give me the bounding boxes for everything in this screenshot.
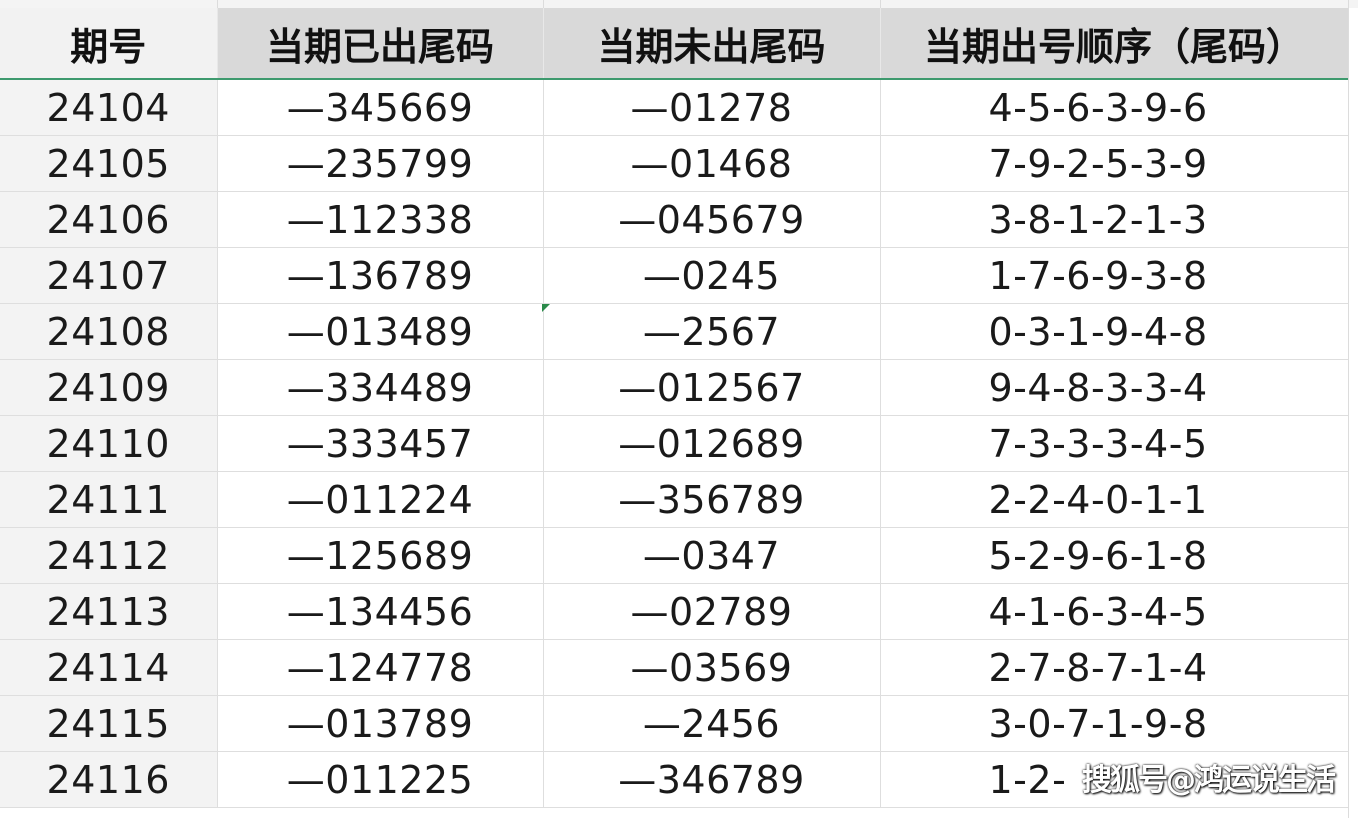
header-period[interactable]: 期号 (0, 8, 218, 79)
cell-drawn-tails[interactable]: —011225 (217, 751, 544, 808)
header-drawn-tails[interactable]: 当期已出尾码 (217, 8, 544, 79)
cell-draw-order[interactable]: 0-3-1-9-4-8 (880, 303, 1349, 360)
cell-drawn-tails[interactable]: —235799 (217, 135, 544, 192)
table-row: 24109 —334489 —012567 9-4-8-3-3-4 (0, 359, 1349, 416)
cell-period[interactable]: 24108 (0, 303, 218, 360)
cell-drawn-tails[interactable]: —112338 (217, 191, 544, 248)
cell-draw-order[interactable]: 3-0-7-1-9-8 (880, 695, 1349, 752)
cell-drawn-tails[interactable]: —333457 (217, 415, 544, 472)
table-row: 24113 —134456 —02789 4-1-6-3-4-5 (0, 583, 1349, 640)
cell-period[interactable]: 24109 (0, 359, 218, 416)
cell-undrawn-tails[interactable]: —01468 (543, 135, 881, 192)
cell-draw-order[interactable]: 4-1-6-3-4-5 (880, 583, 1349, 640)
cell-undrawn-tails[interactable]: —0347 (543, 527, 881, 584)
cell-undrawn-tails[interactable]: —012567 (543, 359, 881, 416)
table-row: 24107 —136789 —0245 1-7-6-9-3-8 (0, 247, 1349, 304)
cell-draw-order[interactable]: 9-4-8-3-3-4 (880, 359, 1349, 416)
cell-period[interactable]: 24110 (0, 415, 218, 472)
table-row: 24116 —011225 —346789 1-2- (0, 751, 1349, 808)
table-row: 24115 —013789 —2456 3-0-7-1-9-8 (0, 695, 1349, 752)
cell-period[interactable]: 24113 (0, 583, 218, 640)
cell-period[interactable]: 24106 (0, 191, 218, 248)
header-undrawn-tails[interactable]: 当期未出尾码 (543, 8, 881, 79)
cell-undrawn-tails[interactable]: —356789 (543, 471, 881, 528)
cell-draw-order[interactable]: 1-2- (880, 751, 1349, 808)
cell-period[interactable]: 24105 (0, 135, 218, 192)
cell-draw-order[interactable]: 5-2-9-6-1-8 (880, 527, 1349, 584)
table-row: 24105 —235799 —01468 7-9-2-5-3-9 (0, 135, 1349, 192)
cell-period[interactable]: 24116 (0, 751, 218, 808)
cell-drawn-tails[interactable]: —011224 (217, 471, 544, 528)
cell-draw-order[interactable]: 1-7-6-9-3-8 (880, 247, 1349, 304)
cell-draw-order[interactable]: 7-3-3-3-4-5 (880, 415, 1349, 472)
cell-drawn-tails[interactable]: —013489 (217, 303, 544, 360)
cell-draw-order[interactable]: 3-8-1-2-1-3 (880, 191, 1349, 248)
cell-draw-order[interactable]: 4-5-6-3-9-6 (880, 79, 1349, 136)
cell-drawn-tails[interactable]: —013789 (217, 695, 544, 752)
watermark: 搜狐号@鸿运说生活 (1082, 763, 1336, 798)
cell-undrawn-tails[interactable]: —03569 (543, 639, 881, 696)
cell-period[interactable]: 24112 (0, 527, 218, 584)
next-column-edge (1348, 8, 1358, 818)
cell-undrawn-tails[interactable]: —02789 (543, 583, 881, 640)
header-draw-order[interactable]: 当期出号顺序（尾码） (880, 8, 1349, 79)
table-row: 24114 —124778 —03569 2-7-8-7-1-4 (0, 639, 1349, 696)
cell-drawn-tails[interactable]: —124778 (217, 639, 544, 696)
cell-drawn-tails[interactable]: —136789 (217, 247, 544, 304)
table-row: 24111 —011224 —356789 2-2-4-0-1-1 (0, 471, 1349, 528)
cell-undrawn-tails[interactable]: —346789 (543, 751, 881, 808)
table-row: 24112 —125689 —0347 5-2-9-6-1-8 (0, 527, 1349, 584)
table-row: 24104 —345669 —01278 4-5-6-3-9-6 (0, 79, 1349, 136)
table-row: 24106 —112338 —045679 3-8-1-2-1-3 (0, 191, 1349, 248)
lottery-table: 期号 当期已出尾码 当期未出尾码 当期出号顺序（尾码） 24104 —345669… (0, 8, 1349, 808)
cell-draw-order[interactable]: 7-9-2-5-3-9 (880, 135, 1349, 192)
cell-drawn-tails[interactable]: —125689 (217, 527, 544, 584)
cell-draw-order[interactable]: 2-2-4-0-1-1 (880, 471, 1349, 528)
cell-undrawn-tails[interactable]: —012689 (543, 415, 881, 472)
cell-period[interactable]: 24111 (0, 471, 218, 528)
cell-drawn-tails[interactable]: —345669 (217, 79, 544, 136)
table-row: 24110 —333457 —012689 7-3-3-3-4-5 (0, 415, 1349, 472)
cell-undrawn-tails[interactable]: —0245 (543, 247, 881, 304)
table-row: 24108 —013489 —2567 0-3-1-9-4-8 (0, 303, 1349, 360)
cell-comment-marker (542, 304, 550, 312)
cell-period[interactable]: 24115 (0, 695, 218, 752)
header-row: 期号 当期已出尾码 当期未出尾码 当期出号顺序（尾码） (0, 8, 1349, 79)
cell-drawn-tails[interactable]: —334489 (217, 359, 544, 416)
cell-period[interactable]: 24114 (0, 639, 218, 696)
cell-draw-order[interactable]: 2-7-8-7-1-4 (880, 639, 1349, 696)
cell-undrawn-tails[interactable]: —2567 (543, 303, 881, 360)
cell-drawn-tails[interactable]: —134456 (217, 583, 544, 640)
cell-undrawn-tails[interactable]: —2456 (543, 695, 881, 752)
cell-period[interactable]: 24107 (0, 247, 218, 304)
cell-undrawn-tails[interactable]: —045679 (543, 191, 881, 248)
cell-undrawn-tails[interactable]: —01278 (543, 79, 881, 136)
cell-period[interactable]: 24104 (0, 79, 218, 136)
